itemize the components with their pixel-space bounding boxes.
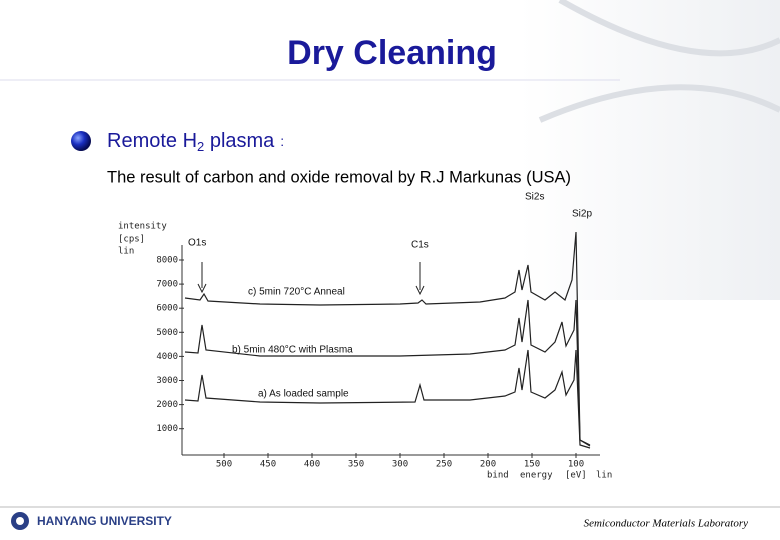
curve-label: a) As loaded sample [258, 389, 349, 400]
x-tick-label: 300 [392, 460, 408, 470]
x-tick-label: 350 [348, 460, 364, 470]
x-tick-label: 450 [260, 460, 276, 470]
university-logo-inner [16, 517, 24, 525]
curve-label: b) 5min 480°C with Plasma [232, 345, 353, 356]
peak-label: C1s [411, 240, 429, 251]
y-label: [cps] [118, 235, 145, 245]
spectrum-curves [184, 231, 591, 449]
peak-arrows [197, 262, 425, 296]
peak-label: Si2p [572, 209, 592, 220]
y-tick-label: 3000 [156, 376, 178, 386]
x-tick-label: 200 [480, 460, 496, 470]
y-tick-label: 8000 [156, 256, 178, 266]
x-tick-label: 100 [568, 460, 584, 470]
y-tick-label: 7000 [156, 280, 178, 290]
spectrum-figure [181, 231, 600, 456]
background-arcs [538, 0, 780, 123]
lab-name: Semiconductor Materials Laboratory [584, 518, 748, 530]
y-tick-label: 1000 [156, 424, 178, 434]
y-tick-label: 5000 [156, 328, 178, 338]
y-tick-label: 4000 [156, 352, 178, 362]
peak-label: O1s [188, 238, 206, 249]
background-decor [520, 0, 780, 300]
university-name: HANYANG UNIVERSITY [37, 514, 172, 528]
x-tick-label: 400 [304, 460, 320, 470]
bullet-icon [71, 131, 91, 151]
peak-label: Si2s [525, 192, 544, 203]
x-label: lin [596, 471, 612, 481]
x-tick-label: 500 [216, 460, 232, 470]
bullet-text: Remote H2 plasma: [107, 130, 284, 154]
y-tick-label: 2000 [156, 400, 178, 410]
x-label: energy [520, 471, 553, 481]
x-label: [eV] [565, 471, 587, 481]
x-label: bind [487, 471, 509, 481]
curve-label: c) 5min 720°C Anneal [248, 287, 345, 298]
y-tick-label: 6000 [156, 304, 178, 314]
title: Dry Cleaning [287, 34, 497, 72]
x-tick-label: 150 [524, 460, 540, 470]
y-label: intensity [118, 222, 167, 232]
subtitle: The result of carbon and oxide removal b… [107, 168, 571, 186]
y-label: lin [118, 247, 134, 257]
x-tick-label: 250 [436, 460, 452, 470]
